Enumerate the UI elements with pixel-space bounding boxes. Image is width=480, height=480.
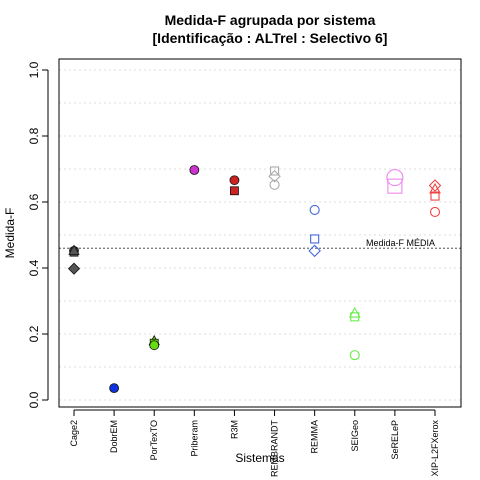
data-point-triangle: [429, 182, 441, 194]
y-axis: 0.0 0.2 0.4 0.6 0.8 1.0: [27, 61, 49, 408]
x-tick-label: R3M: [229, 420, 239, 439]
x-tick-label: REMBRANDT: [270, 420, 280, 478]
x-tick-label: PorTexTO: [149, 420, 159, 460]
x-tick-label: XIP-L2FXerox: [430, 420, 440, 477]
data-point-circle: [189, 165, 200, 175]
reference-line-label: Medida-F MÉDIA: [366, 238, 435, 248]
y-tick-label: 0.0: [27, 391, 41, 408]
data-point-triangle: [68, 244, 80, 255]
data-point-circle: [429, 206, 441, 217]
data-point-circle: [229, 175, 240, 186]
data-point-square: [430, 191, 440, 201]
data-point-square: [310, 234, 320, 244]
data-point-diamond: [428, 179, 442, 192]
x-tick-label: SeRELeP: [390, 420, 400, 460]
x-tick-label: DobrEM: [109, 420, 119, 453]
chart-subtitle: [Identificação : ALTrel : Selectivo 6]: [153, 30, 388, 46]
grid: [59, 69, 461, 401]
y-tick-label: 0.4: [27, 259, 41, 276]
x-tick-label: REMMA: [310, 420, 320, 454]
y-tick-label: 0.8: [27, 127, 41, 144]
data-point-square: [230, 186, 239, 196]
data-point-big-square: [387, 178, 403, 194]
data-points: [67, 165, 442, 394]
x-tick-label: Priberam: [189, 420, 199, 457]
data-point-diamond: [308, 244, 321, 258]
x-axis-label: Sistemas: [235, 451, 284, 465]
y-tick-label: 1.0: [27, 61, 41, 78]
plot-frame: [58, 58, 462, 408]
data-point-diamond: [268, 169, 281, 183]
data-point-circle: [349, 350, 360, 361]
y-tick-label: 0.6: [27, 193, 41, 210]
chart-title: Medida-F agrupada por sistema: [165, 12, 376, 28]
y-tick-label: 0.2: [27, 325, 41, 342]
reference-line-group: Medida-F MÉDIA: [59, 238, 461, 249]
data-point-big-circle: [386, 169, 404, 187]
data-point-circle: [149, 340, 160, 351]
x-tick-label: Cage2: [69, 420, 79, 447]
data-point-circle: [269, 179, 280, 190]
data-point-circle: [109, 383, 120, 394]
data-point-diamond: [67, 262, 81, 275]
data-point-square: [270, 166, 280, 176]
y-axis-label: Medida-F: [3, 208, 17, 259]
data-point-circle: [309, 204, 320, 215]
data-point-square: [350, 312, 360, 322]
x-tick-label: SEIGeo: [350, 420, 360, 452]
x-axis: Cage2 DobrEM PorTexTO Priberam R3M REMBRANDT R…: [69, 409, 440, 478]
